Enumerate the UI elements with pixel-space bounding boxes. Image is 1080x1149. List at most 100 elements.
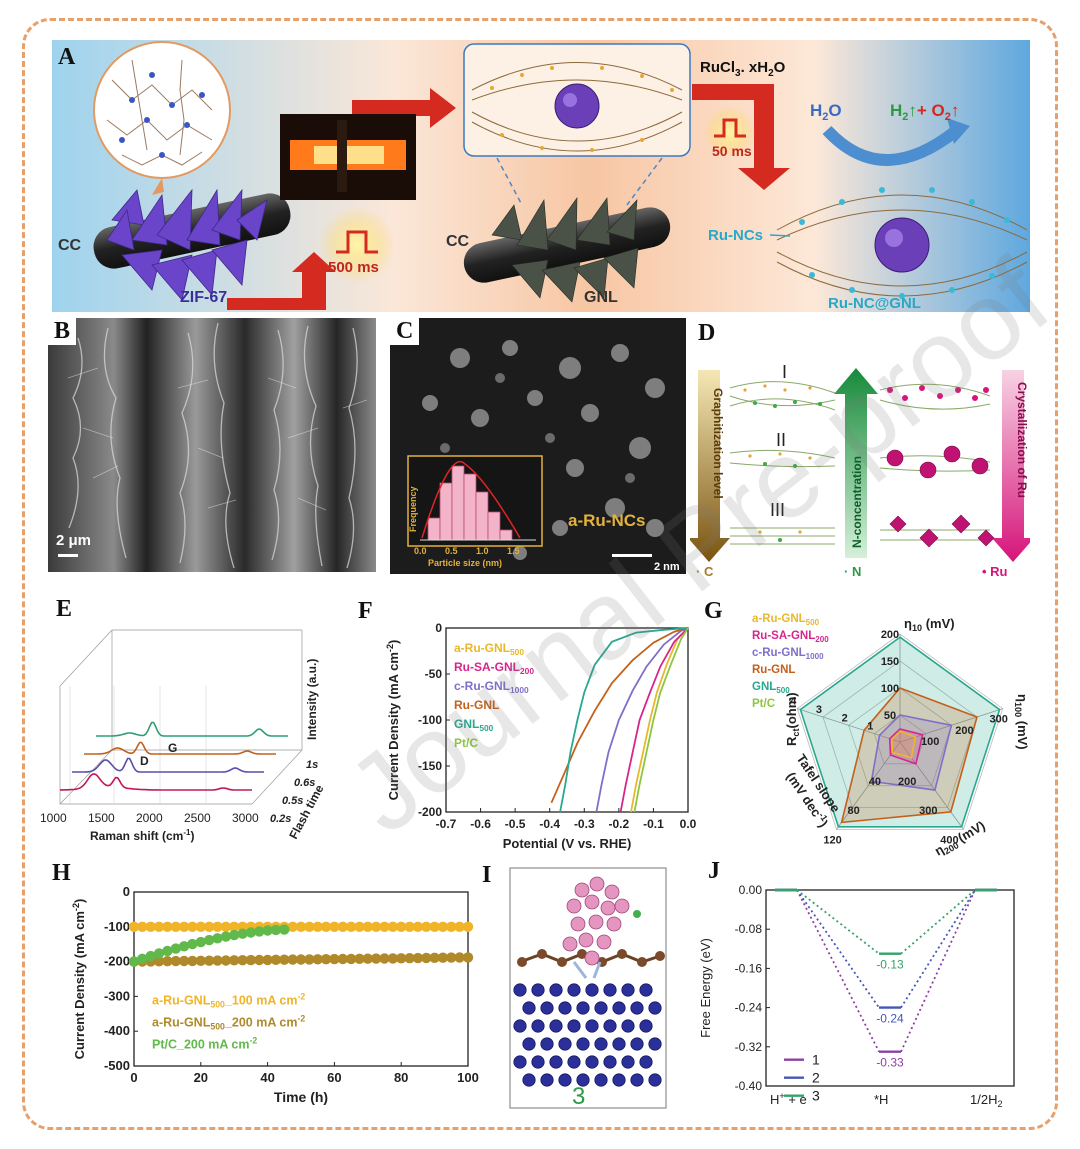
f-legend-3: Ru-GNL	[454, 698, 499, 712]
raman-line-0.5s	[72, 757, 264, 773]
f-ytick-2: -100	[418, 713, 442, 727]
substrate-atom-3-7	[648, 1037, 662, 1051]
substrate-atom-0-2	[549, 983, 563, 997]
substrate-atom-0-4	[585, 983, 599, 997]
g-tick-2-1: 300	[919, 805, 937, 817]
j-category-1: *H	[874, 1092, 888, 1107]
h-point-2-10	[212, 933, 223, 944]
h-legend-1: a-Ru-GNL500_200 mA cm-2	[152, 1013, 305, 1031]
j-connector-3-1	[900, 889, 976, 955]
h-point-1-36	[429, 952, 440, 963]
substrate-atom-0-6	[621, 983, 635, 997]
ru-atoms	[887, 385, 989, 401]
substrate-atom-2-4	[585, 1019, 599, 1033]
h-point-1-15	[254, 954, 265, 966]
j-ylabel: Free Energy (eV)	[698, 938, 713, 1038]
hist-tick-2: 1.0	[476, 546, 489, 556]
raman-line-0.2s	[60, 773, 252, 791]
h-point-2-16	[262, 925, 273, 936]
h-point-2-1	[137, 953, 148, 964]
g-axis-label-0: η10 (mV)	[904, 616, 955, 633]
substrate-atom-0-0	[513, 983, 527, 997]
h-point-0-24	[329, 921, 340, 932]
f-xtick-6: -0.1	[643, 817, 664, 831]
substrate-atom-5-6	[630, 1073, 644, 1087]
h-point-0-8	[195, 921, 206, 932]
h-point-1-40	[462, 952, 474, 963]
h-point-1-34	[412, 952, 424, 964]
f-legend-4: GNL500	[454, 717, 494, 733]
h-point-1-9	[204, 955, 215, 966]
f-ytick-3: -150	[418, 759, 442, 773]
h-point-2-11	[220, 931, 232, 942]
substrate-atom-4-5	[603, 1055, 617, 1069]
g-grid-ring-3	[796, 633, 1004, 830]
substrate-atom-2-2	[549, 1019, 563, 1033]
peak-g: G	[168, 741, 177, 755]
h-point-1-14	[245, 954, 257, 966]
h-point-0-9	[204, 921, 215, 932]
n-concentration-label: N-concentration	[850, 456, 864, 548]
substrate-atom-5-0	[522, 1073, 536, 1087]
h-point-0-26	[345, 921, 357, 932]
j-legend-3: 3	[812, 1088, 820, 1104]
g-polygon-4	[890, 730, 917, 759]
h-point-1-12	[229, 955, 240, 966]
ru-ncs-label: Ru-NCs	[708, 227, 763, 244]
g-tick-1-0: 100	[921, 736, 939, 748]
e-series-05s: 0.5s	[282, 795, 303, 807]
h-point-2-3	[153, 948, 165, 959]
rucl3-label: RuCl3. xH2O	[700, 59, 786, 79]
h-point-2-7	[187, 938, 198, 950]
h-point-1-13	[237, 955, 248, 966]
g-tick-2-0: 200	[898, 776, 916, 788]
h-point-2-4	[162, 945, 173, 957]
h-point-1-38	[446, 952, 457, 963]
substrate-atom-2-5	[603, 1019, 617, 1033]
g-axis-2	[899, 741, 964, 830]
j-connector-3-0	[796, 889, 880, 955]
substrate-atom-2-1	[531, 1019, 545, 1033]
h-point-0-2	[145, 921, 156, 932]
h-ytick-0: 0	[123, 884, 130, 899]
g-tick-0-2: 150	[881, 656, 899, 668]
graphitization-arrow	[690, 370, 730, 562]
substrate-atom-3-6	[630, 1037, 644, 1051]
substrate-atom-1-7	[648, 1001, 662, 1015]
level-ii: II	[776, 430, 786, 450]
gnl-nanosheets	[491, 197, 639, 303]
f-legend-2: c-Ru-GNL1000	[454, 679, 529, 695]
panel-f: -0.7 -0.6 -0.5 -0.4 -0.3 -0.2 -0.1 0.0 0 -50 -100 -…	[354, 594, 704, 860]
substrate-atom-2-6	[621, 1019, 635, 1033]
hist-tick-3: 1.5	[507, 546, 520, 556]
ru-cluster	[562, 876, 630, 966]
crystallization-label: Crystallization of Ru	[1015, 382, 1029, 498]
j-plot-frame	[765, 889, 1015, 1087]
substrate-atom-5-5	[612, 1073, 626, 1087]
g-tick-0-3: 200	[881, 629, 899, 641]
peak-d: D	[140, 754, 149, 768]
g-tick-2-2: 400	[940, 834, 958, 846]
h-legend-2: Pt/C_200 mA cm-2	[152, 1035, 257, 1051]
chart-j-free-energy: 0.00 -0.08 -0.16 -0.24 -0.32 -0.40 Free Energy…	[698, 883, 1015, 1109]
g-polygon-2	[870, 714, 953, 791]
h-point-2-15	[254, 926, 265, 937]
panel-a-schematic: CC ZIF-67 500 ms CC	[52, 40, 1030, 312]
g-grid-ring-0	[873, 714, 927, 765]
substrate-atom-5-4	[594, 1073, 608, 1087]
h-point-1-5	[170, 955, 181, 967]
e-xtick-1: 1500	[88, 811, 115, 825]
h-point-2-14	[245, 927, 257, 938]
h-point-2-18	[279, 924, 290, 935]
panel-label-g: G	[704, 598, 723, 624]
f-line-1	[619, 627, 689, 813]
h-point-1-31	[387, 953, 399, 964]
h-point-2-6	[178, 941, 190, 952]
h-point-1-29	[370, 953, 382, 964]
g-axis-4	[797, 708, 901, 743]
panel-g: 50 100 150 200 100 200 300 200 300 400 40 80 120 1 2 3 4…	[700, 594, 1034, 866]
pulse-50-label: 50 ms	[712, 143, 752, 159]
cc-label-left: CC	[58, 237, 82, 254]
g-tick-3-1: 80	[848, 805, 860, 817]
arrow-3	[692, 84, 790, 190]
